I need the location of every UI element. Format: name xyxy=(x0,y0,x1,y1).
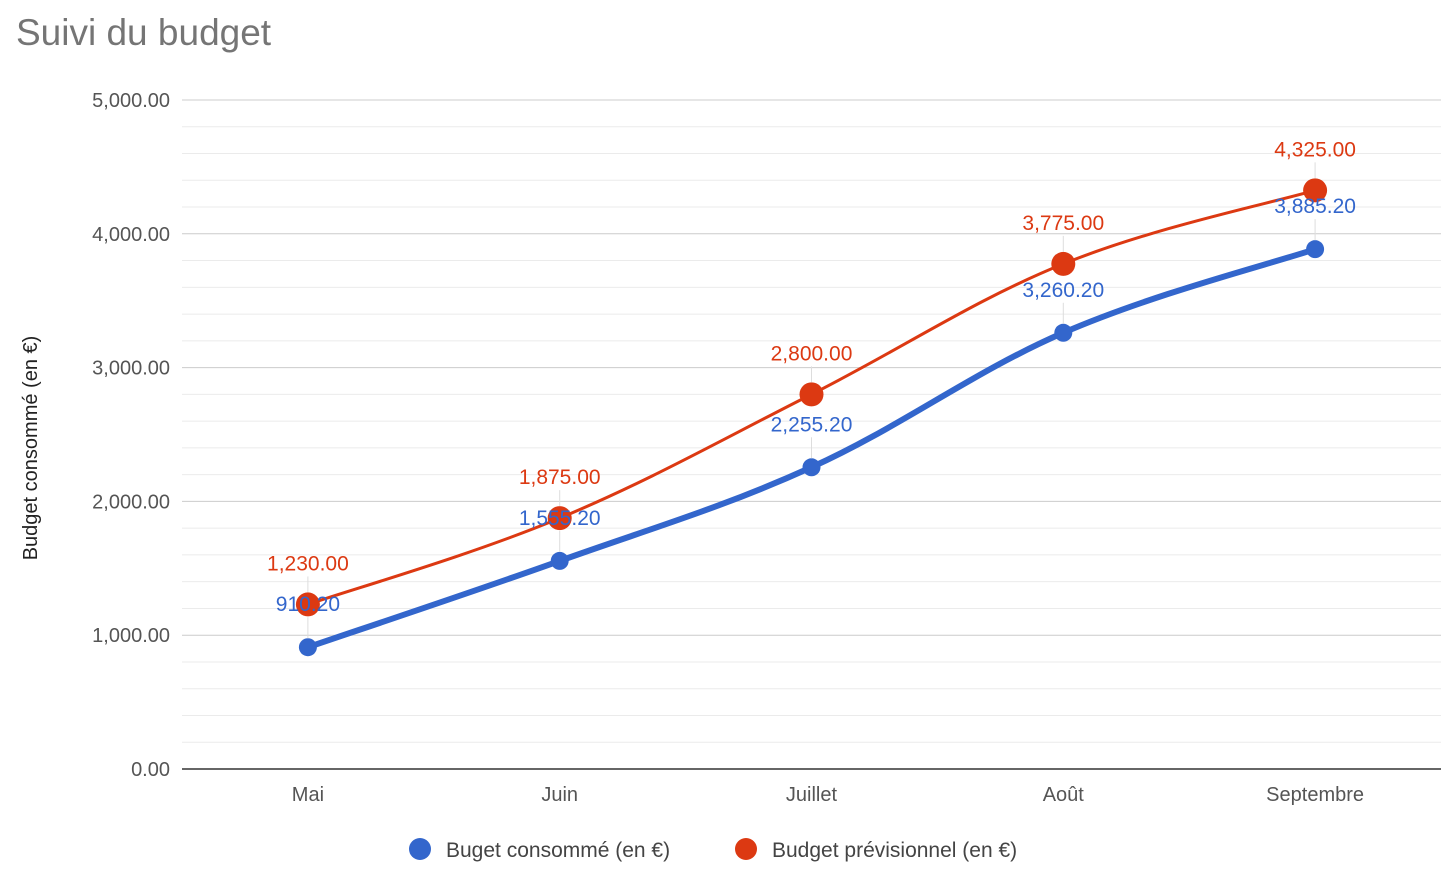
y-tick-label: 0.00 xyxy=(131,759,170,781)
data-label: 910.20 xyxy=(276,593,340,616)
x-tick-label: Mai xyxy=(292,784,324,806)
data-label: 3,885.20 xyxy=(1274,195,1356,218)
legend: Buget consommé (en €) Budget prévisionnel… xyxy=(409,838,1017,862)
data-point xyxy=(550,551,569,570)
data-point xyxy=(1303,178,1328,203)
data-label: 2,800.00 xyxy=(771,342,853,365)
legend-swatch xyxy=(409,838,431,860)
data-labels: 1,230.00 1,875.00 2,800.00 3,775.00 4,325.00… xyxy=(267,138,1356,639)
x-axis-ticks: Mai Juin Juillet Août Septembre xyxy=(292,784,1364,806)
data-label: 2,255.20 xyxy=(771,413,853,436)
legend-swatch xyxy=(735,838,757,860)
y-tick-label: 1,000.00 xyxy=(92,625,170,647)
legend-label: Buget consommé (en €) xyxy=(446,839,670,862)
data-point xyxy=(802,458,821,477)
data-point xyxy=(1306,240,1325,259)
x-tick-label: Juillet xyxy=(786,784,838,806)
data-label: 1,875.00 xyxy=(519,466,601,489)
data-point xyxy=(298,638,317,657)
data-label: 3,775.00 xyxy=(1022,212,1104,235)
data-label: 1,230.00 xyxy=(267,552,349,575)
data-point xyxy=(1054,323,1073,342)
x-tick-label: Août xyxy=(1043,784,1085,806)
y-tick-label: 2,000.00 xyxy=(92,491,170,513)
y-axis-ticks: 0.00 1,000.00 2,000.00 3,000.00 4,000.00 5,00… xyxy=(92,90,170,781)
y-tick-label: 4,000.00 xyxy=(92,224,170,246)
data-label: 1,555.20 xyxy=(519,507,601,530)
data-label: 3,260.20 xyxy=(1022,279,1104,302)
y-tick-label: 3,000.00 xyxy=(92,358,170,380)
y-tick-label: 5,000.00 xyxy=(92,90,170,112)
y-axis-title: Budget consommé (en €) xyxy=(20,336,42,561)
series xyxy=(295,178,1328,657)
x-tick-label: Juin xyxy=(541,784,578,806)
x-tick-label: Septembre xyxy=(1266,784,1364,806)
data-point xyxy=(1051,251,1076,276)
data-point xyxy=(547,506,572,531)
data-point xyxy=(799,382,824,407)
data-label: 4,325.00 xyxy=(1274,138,1356,161)
data-point xyxy=(295,592,320,617)
chart-title: Suivi du budget xyxy=(16,12,272,53)
legend-label: Budget prévisionnel (en €) xyxy=(772,839,1017,862)
